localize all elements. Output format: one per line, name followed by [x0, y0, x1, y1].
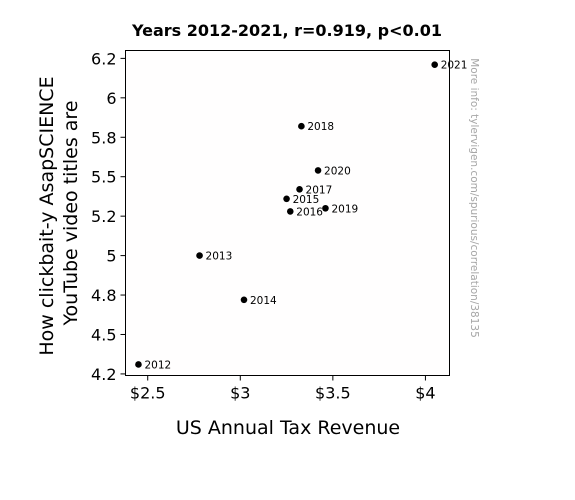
data-point-label: 2019	[331, 203, 358, 215]
data-point-label: 2015	[293, 194, 320, 206]
y-tick-label: 4.2	[91, 365, 116, 384]
watermark-text: More info: tylervigen.com/spurious/corre…	[468, 58, 480, 338]
data-point	[286, 208, 294, 215]
x-tick-label: $4	[415, 384, 435, 403]
x-axis-label: US Annual Tax Revenue	[176, 417, 400, 439]
data-point	[322, 204, 329, 212]
chart-title: Years 2012-2021, r=0.919, p<0.01	[131, 21, 442, 40]
y-tick-label: 5.8	[91, 128, 116, 147]
y-tick-label: 4.5	[91, 325, 116, 344]
y-axis-ticks: 4.2 4.5 4.8 5 5.2 5.5 5.8 6 6.2	[91, 49, 126, 384]
data-point	[296, 186, 303, 193]
y-tick-label: 5.2	[91, 207, 116, 226]
data-point-label: 2012	[144, 359, 171, 371]
y-tick-label: 6.2	[91, 49, 116, 68]
x-axis-ticks: $2.5 $3 $3.5 $4	[130, 375, 436, 403]
y-tick-label: 4.8	[91, 286, 116, 305]
data-point	[240, 296, 248, 304]
data-point-label: 2013	[206, 251, 233, 263]
data-point	[431, 61, 438, 68]
data-point-label: 2016	[296, 206, 323, 218]
data-point	[196, 252, 203, 259]
y-tick-label: 6	[106, 89, 116, 108]
x-tick-label: $2.5	[130, 384, 166, 403]
data-point	[298, 122, 305, 130]
data-point	[314, 167, 322, 174]
x-tick-label: $3.5	[315, 384, 351, 403]
y-axis-label: How clickbait-y AsapSCIENCE YouTube vide…	[36, 70, 82, 355]
y-axis-label-line-1: How clickbait-y AsapSCIENCE	[36, 76, 58, 355]
data-point-label: 2018	[307, 121, 334, 133]
data-point-label: 2014	[250, 295, 277, 307]
y-tick-label: 5	[106, 247, 116, 266]
data-point-label: 2020	[324, 165, 351, 177]
data-point	[135, 361, 142, 368]
y-axis-label-line-2: YouTube video titles are	[60, 100, 82, 326]
y-tick-label: 5.5	[91, 168, 116, 187]
data-point-label: 2021	[441, 60, 468, 72]
data-point-label: 2017	[306, 184, 333, 196]
data-point	[283, 195, 290, 203]
x-tick-label: $3	[230, 384, 250, 403]
